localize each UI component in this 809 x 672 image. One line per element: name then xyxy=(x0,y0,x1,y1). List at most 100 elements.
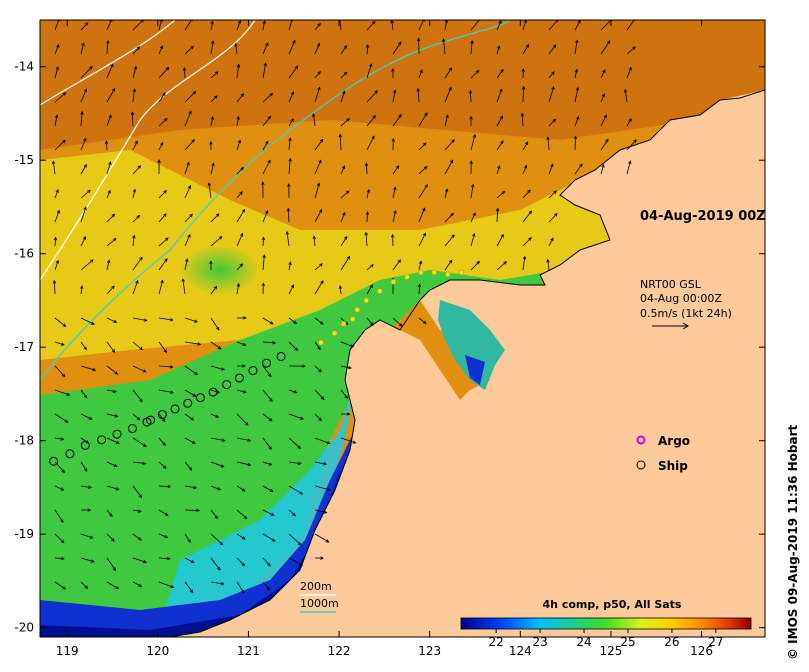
current-arrow xyxy=(158,258,168,271)
current-arrow-head xyxy=(181,278,185,282)
sea-warm-top xyxy=(40,20,765,150)
isobath-1000m-label: 1000m xyxy=(300,597,339,610)
current-arrow-head xyxy=(523,164,528,169)
current-arrow xyxy=(470,20,480,31)
current-arrow-head xyxy=(320,280,324,284)
current-arrow-head xyxy=(139,256,143,261)
current-arrow-head xyxy=(317,86,321,91)
current-arrow-head xyxy=(633,139,637,143)
current-arrow xyxy=(158,20,163,31)
current-arrow-head xyxy=(88,485,93,489)
current-arrow xyxy=(236,116,239,127)
current-arrow xyxy=(600,164,605,175)
current-arrow xyxy=(262,461,272,466)
current-arrow-head xyxy=(342,211,346,216)
current-arrow-head xyxy=(236,63,241,68)
current-arrow xyxy=(496,208,499,223)
current-arrow xyxy=(106,285,115,295)
current-arrow-head xyxy=(268,462,273,466)
current-arrow-head xyxy=(104,140,109,145)
current-arrow xyxy=(288,557,303,566)
current-arrow-head xyxy=(352,440,357,444)
current-arrow-head xyxy=(343,45,348,49)
current-arrow-head xyxy=(320,396,325,401)
sea-yellow-band xyxy=(40,150,640,360)
current-arrow-head xyxy=(112,567,117,572)
current-arrow xyxy=(470,233,475,247)
current-arrow xyxy=(262,93,273,103)
current-arrow-head xyxy=(261,282,266,287)
current-arrow xyxy=(184,557,194,563)
current-arrow-head xyxy=(209,260,213,265)
current-arrow xyxy=(444,139,455,151)
current-arrow-head xyxy=(270,512,275,516)
current-arrow-head xyxy=(188,467,193,471)
current-arrow-head xyxy=(288,137,292,142)
current-arrow xyxy=(184,317,198,323)
current-arrow xyxy=(106,461,117,467)
current-arrow-head xyxy=(552,118,557,123)
current-arrow-head xyxy=(54,114,59,119)
current-arrow-head xyxy=(115,440,120,444)
current-arrow-head xyxy=(628,160,632,165)
current-arrow-head xyxy=(132,234,136,239)
current-arrow-head xyxy=(448,86,452,91)
current-arrow xyxy=(314,139,324,151)
current-arrow-head xyxy=(164,237,169,241)
current-arrow xyxy=(496,140,504,151)
current-arrow xyxy=(600,139,609,151)
current-arrow-head xyxy=(312,113,316,117)
argo-marker-icon xyxy=(636,435,646,445)
current-arrow-head xyxy=(575,86,580,91)
current-arrow xyxy=(262,160,271,175)
current-arrow-head xyxy=(579,163,583,168)
argo-legend-label: Argo xyxy=(658,434,690,448)
isobath-1000m xyxy=(40,20,511,381)
current-arrow xyxy=(132,317,147,321)
current-arrow xyxy=(158,509,169,516)
current-arrow-head xyxy=(112,389,117,393)
current-arrow xyxy=(106,64,114,79)
current-arrow xyxy=(158,45,163,55)
current-arrow xyxy=(184,234,191,247)
current-arrow-head xyxy=(319,263,323,267)
track-point xyxy=(354,307,360,313)
current-arrow xyxy=(80,164,87,175)
current-arrow xyxy=(314,389,325,400)
current-arrow-head xyxy=(111,349,116,353)
current-arrow xyxy=(262,389,273,402)
current-arrow-head xyxy=(390,20,394,24)
current-arrow-head xyxy=(269,398,273,402)
current-arrow-head xyxy=(268,417,273,422)
current-arrow xyxy=(132,581,142,587)
current-arrow xyxy=(313,236,316,247)
current-arrow-head xyxy=(170,584,175,589)
current-arrow xyxy=(548,190,557,199)
current-arrow-head xyxy=(300,416,304,420)
y-tick-label: -14 xyxy=(14,60,34,74)
current-arrow xyxy=(54,581,66,590)
current-arrow xyxy=(236,191,243,199)
current-arrow xyxy=(288,413,304,420)
current-arrow-head xyxy=(573,135,578,140)
ship-marker xyxy=(183,398,193,408)
current-arrow xyxy=(80,317,95,325)
current-arrow xyxy=(106,557,116,571)
current-arrow xyxy=(548,86,555,103)
current-arrow-head xyxy=(421,20,425,22)
current-arrow-head xyxy=(317,346,321,351)
current-arrow-head xyxy=(423,166,428,170)
current-arrow xyxy=(54,92,66,103)
current-arrow xyxy=(418,142,427,151)
current-arrow-head xyxy=(138,509,142,513)
current-arrow-head xyxy=(267,373,272,378)
current-arrow-head xyxy=(162,92,166,97)
current-arrow xyxy=(106,533,115,542)
current-arrow xyxy=(210,213,220,223)
colorbar xyxy=(460,617,752,630)
current-arrow-head xyxy=(83,346,87,351)
current-arrow xyxy=(288,461,301,464)
current-arrow-head xyxy=(164,117,168,122)
current-arrow xyxy=(106,161,111,175)
